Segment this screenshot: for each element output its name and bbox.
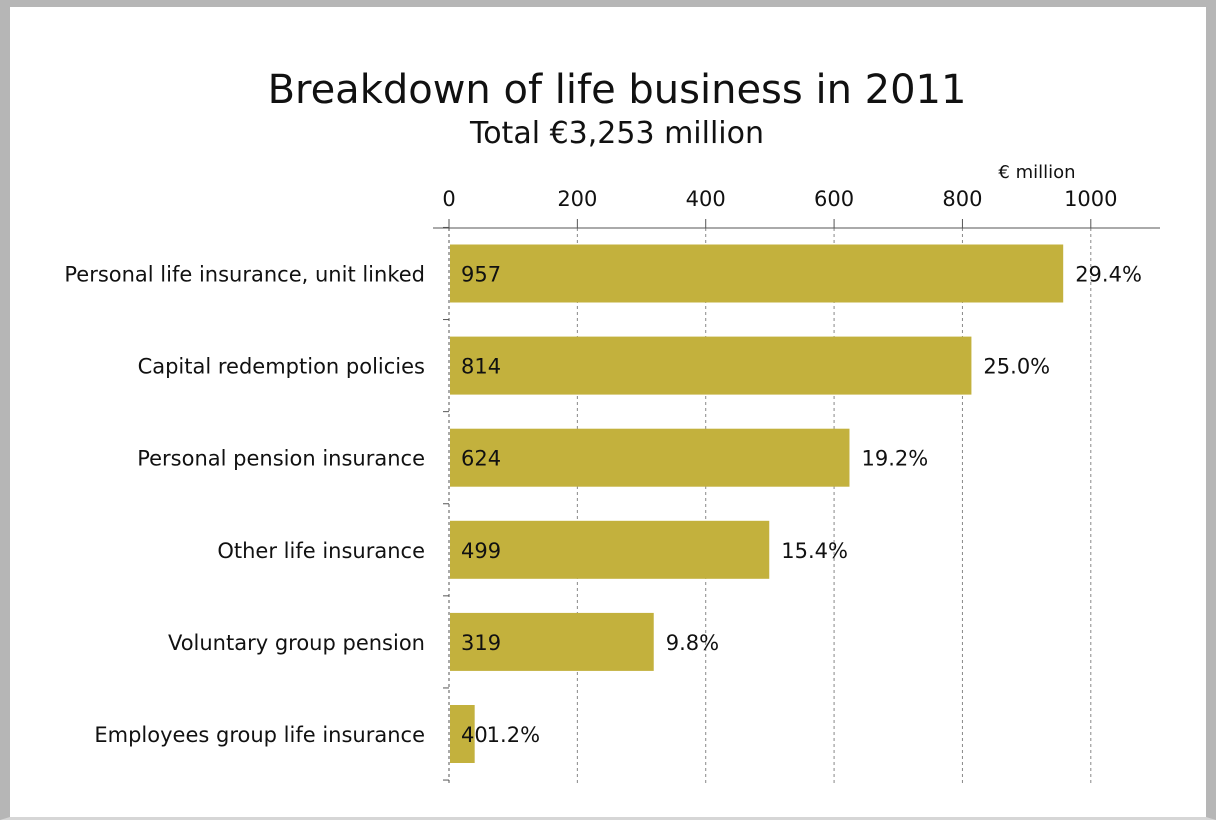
unit-label: € million [998, 162, 1075, 183]
category-label: Voluntary group pension [168, 631, 425, 655]
y-axis [433, 226, 1160, 785]
category-labels: Personal life insurance, unit linked Capi… [64, 263, 425, 748]
percent-label: 9.8% [666, 631, 719, 655]
value-label: 957 [461, 263, 501, 287]
percent-label: 19.2% [861, 447, 928, 471]
bar [450, 336, 972, 395]
bar [450, 244, 1064, 303]
bar [450, 705, 475, 763]
bar-labels: 957 29.4% 814 25.0% 624 19.2% 499 15.4% 319 9.8% 4… [461, 263, 1142, 748]
category-label: Personal life insurance, unit linked [64, 263, 425, 287]
x-tick-label: 0 [442, 187, 455, 211]
gridlines [576, 228, 1092, 785]
x-tick-label: 1000 [1064, 187, 1117, 211]
percent-label: 29.4% [1075, 263, 1142, 287]
bar [450, 428, 850, 487]
chart-subtitle: Total €3,253 million [469, 116, 764, 151]
category-label: Personal pension insurance [137, 447, 425, 471]
category-label: Employees group life insurance [94, 723, 425, 747]
bars [450, 244, 1064, 763]
x-tick-label: 800 [942, 187, 982, 211]
category-label: Capital redemption policies [138, 355, 425, 379]
value-label: 624 [461, 447, 501, 471]
bar [450, 520, 770, 579]
percent-label: 25.0% [983, 355, 1050, 379]
x-tick-label: 600 [814, 187, 854, 211]
category-label: Other life insurance [217, 539, 425, 563]
percent-label: 1.2% [487, 723, 540, 747]
x-axis-ticks: 0 200 400 600 800 1000 [442, 187, 1118, 228]
percent-label: 15.4% [781, 539, 848, 563]
x-tick-label: 400 [686, 187, 726, 211]
x-tick-label: 200 [557, 187, 597, 211]
chart-title: Breakdown of life business in 2011 [268, 67, 967, 113]
value-label: 40 [461, 723, 488, 747]
value-label: 319 [461, 631, 501, 655]
value-label: 814 [461, 355, 501, 379]
value-label: 499 [461, 539, 501, 563]
bar [450, 612, 654, 671]
